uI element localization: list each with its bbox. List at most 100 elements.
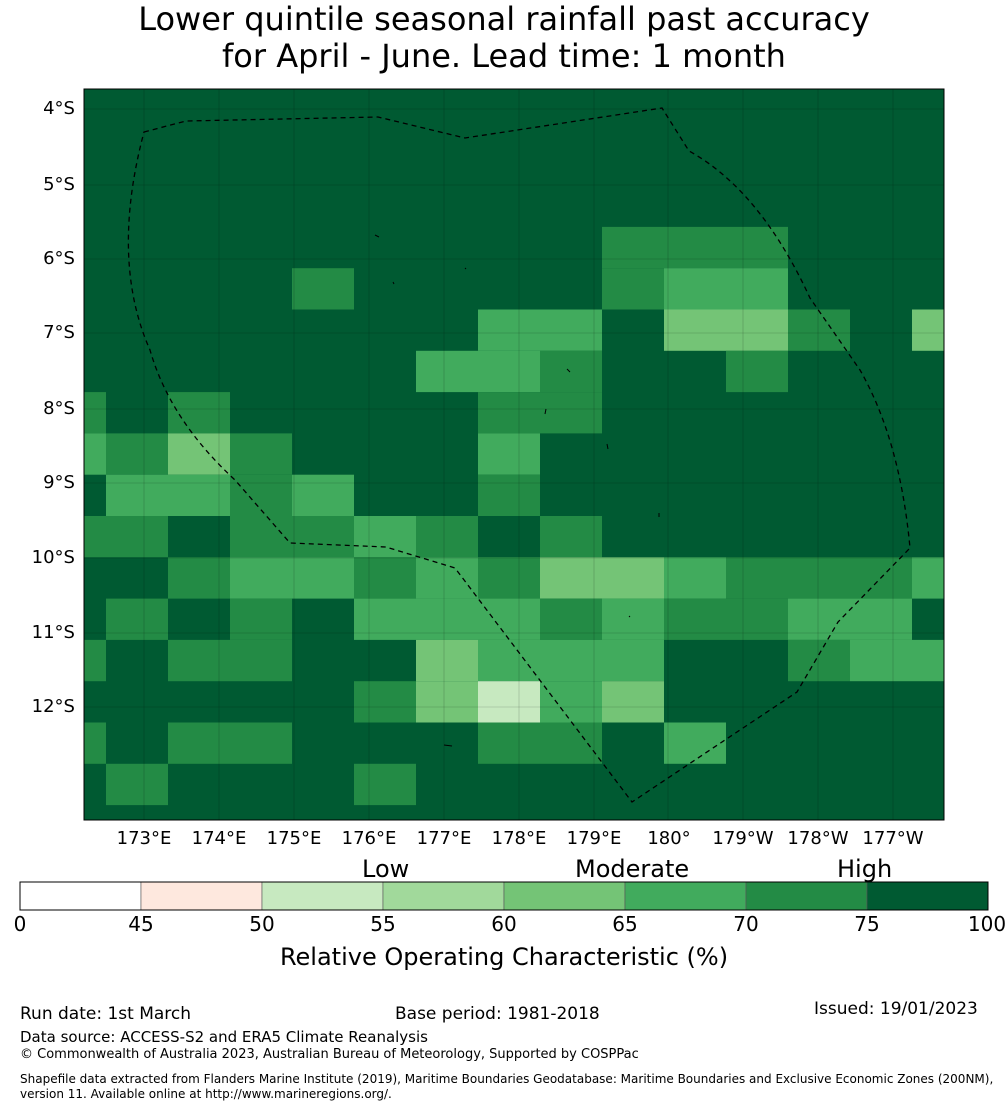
roc-cell: [354, 681, 416, 723]
lat-label-5s: 5°S: [43, 174, 75, 195]
island: [443, 744, 453, 747]
island: [392, 281, 395, 285]
lat-label-7s: 7°S: [43, 322, 75, 343]
roc-cell: [788, 557, 850, 599]
roc-cell: [478, 598, 540, 640]
island: [628, 615, 631, 618]
roc-cell: [292, 516, 354, 558]
lon-label-178w: 178°W: [787, 828, 849, 849]
lat-label-4s: 4°S: [43, 98, 75, 119]
roc-cell: [602, 557, 664, 599]
colorbar-segment: [19, 881, 142, 911]
roc-cell: [478, 433, 540, 475]
lon-label-179w: 179°W: [712, 828, 774, 849]
colorbar-label: Relative Operating Characteristic (%): [279, 943, 729, 971]
roc-cell: [230, 433, 292, 475]
roc-cell: [850, 598, 912, 640]
island: [374, 234, 380, 238]
graticule: [84, 89, 944, 820]
roc-cell: [354, 598, 416, 640]
band-label-moderate: Moderate: [575, 855, 690, 883]
island: [606, 443, 609, 450]
colorbar-tick: 70: [733, 912, 759, 936]
roc-cell: [664, 598, 726, 640]
roc-cell: [354, 557, 416, 599]
island: [544, 408, 547, 415]
roc-cell: [540, 557, 602, 599]
roc-cell: [664, 268, 726, 310]
roc-cell: [478, 309, 540, 351]
islands: [374, 234, 660, 747]
roc-cell: [912, 639, 944, 682]
roc-cell: [230, 474, 292, 516]
roc-cell: [292, 474, 354, 516]
colorbar-segment: [503, 881, 626, 911]
roc-cell: [106, 763, 168, 806]
roc-cell: [168, 433, 230, 475]
shapefile-credit: Shapefile data extracted from Flanders M…: [20, 1072, 994, 1101]
roc-grid: [84, 89, 944, 820]
roc-cell: [106, 474, 168, 516]
roc-cell: [292, 557, 354, 599]
lat-label-12s: 12°S: [31, 696, 75, 717]
roc-cell: [788, 309, 850, 351]
roc-cell: [416, 516, 478, 558]
roc-cell: [540, 516, 602, 558]
roc-cell: [540, 392, 602, 434]
colorbar-tick: 65: [612, 912, 638, 936]
roc-cell: [726, 309, 788, 351]
colorbar-tick: 55: [370, 912, 396, 936]
map-frame: [83, 88, 945, 821]
band-label-low: Low: [362, 855, 410, 883]
roc-cell: [540, 639, 602, 682]
roc-cell: [106, 598, 168, 640]
roc-cell: [540, 722, 602, 764]
roc-cell: [416, 598, 478, 640]
colorbar-tick: 45: [128, 912, 154, 936]
roc-cell: [84, 639, 106, 682]
colorbar-segment: [140, 881, 263, 911]
colorbar-segment: [261, 881, 384, 911]
roc-cell: [602, 639, 664, 682]
roc-cell: [664, 722, 726, 764]
base-period: Base period: 1981-2018: [395, 1004, 600, 1024]
lon-label-174e: 174°E: [191, 828, 247, 849]
colorbar-tick: 75: [854, 912, 880, 936]
copyright: © Commonwealth of Australia 2023, Austra…: [20, 1047, 639, 1062]
lon-label-177e: 177°E: [416, 828, 472, 849]
roc-cell: [602, 598, 664, 640]
issued-date: Issued: 19/01/2023: [814, 999, 978, 1019]
roc-cell: [230, 516, 292, 558]
island: [566, 368, 571, 373]
roc-cell: [230, 722, 292, 764]
roc-cell: [540, 350, 602, 393]
colorbar-segment: [624, 881, 747, 911]
roc-cell: [664, 557, 726, 599]
roc-cell: [84, 722, 106, 764]
roc-cell: [540, 681, 602, 723]
lon-label-176e: 176°E: [341, 828, 397, 849]
roc-cell: [478, 392, 540, 434]
colorbar-tick: 50: [249, 912, 275, 936]
data-source: Data source: ACCESS-S2 and ERA5 Climate …: [20, 1028, 428, 1046]
lon-label-175e: 175°E: [266, 828, 322, 849]
map-title-line-2: for April - June. Lead time: 1 month: [222, 37, 786, 75]
roc-cell: [106, 516, 168, 558]
roc-cell: [416, 557, 478, 599]
colorbar-frame: [19, 881, 989, 911]
lon-label-173e: 173°E: [116, 828, 172, 849]
roc-cell: [912, 309, 944, 351]
lon-label-178e: 178°E: [491, 828, 547, 849]
roc-cell: [106, 433, 168, 475]
roc-cell: [84, 516, 106, 558]
roc-cell: [664, 226, 726, 269]
roc-cell: [478, 474, 540, 516]
roc-cell: [602, 681, 664, 723]
lat-label-9s: 9°S: [43, 472, 75, 493]
roc-cell: [602, 226, 664, 269]
map-title-line-1: Lower quintile seasonal rainfall past ac…: [138, 0, 870, 38]
roc-cell: [912, 557, 944, 599]
roc-cell: [726, 350, 788, 393]
roc-cell: [416, 639, 478, 682]
